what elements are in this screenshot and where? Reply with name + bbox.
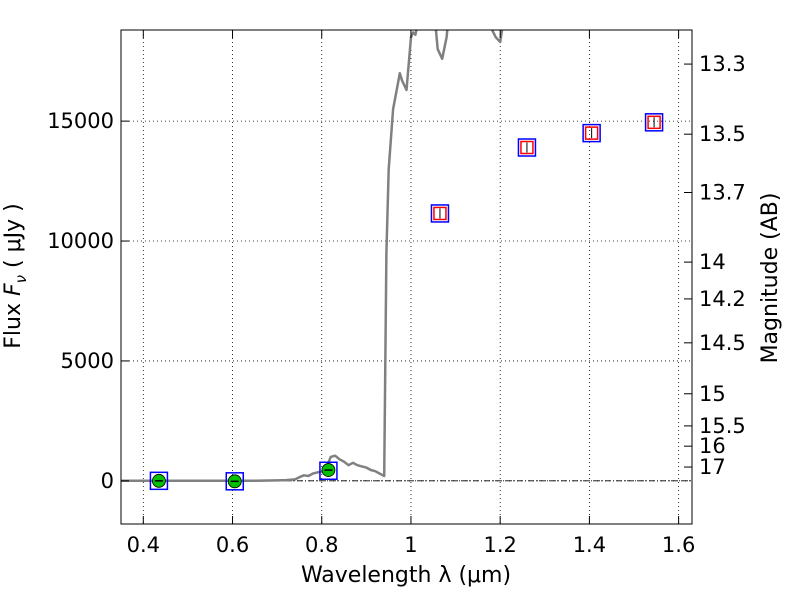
y-tick-label: 0 xyxy=(101,469,114,493)
plot-area xyxy=(121,30,664,491)
model-photometry-marker xyxy=(517,138,537,157)
y-axis-label-suffix: ( μJy ) xyxy=(1,203,26,275)
y2-tick-label: 15.5 xyxy=(699,414,746,438)
observed-photometry-marker xyxy=(433,206,447,221)
plot-frame xyxy=(120,29,693,525)
y-axis-label: Flux Fν ( μJy ) xyxy=(1,203,30,348)
x-axis-label: Wavelength λ (μm) xyxy=(301,563,511,588)
y2-tick-label: 14.5 xyxy=(699,331,746,355)
y2-tick-label: 13.5 xyxy=(699,122,746,146)
x-tick-label: 1.2 xyxy=(483,533,516,557)
model-photometry-marker xyxy=(149,471,169,491)
y-axis-label-subscript: ν xyxy=(12,275,30,283)
x-tick-label: 0.6 xyxy=(216,533,249,557)
y-tick-label: 15000 xyxy=(47,109,114,133)
spectrum-line xyxy=(121,30,504,483)
y2-tick-label: 14 xyxy=(699,250,726,274)
y2-axis-label: Magnitude (AB) xyxy=(758,193,783,364)
x-tick-label: 1.6 xyxy=(662,533,695,557)
model-photometry-marker xyxy=(644,113,664,132)
model-photometry-marker xyxy=(225,472,245,491)
y2-tick-label: 14.2 xyxy=(699,287,746,311)
y-axis-label-symbol: F xyxy=(1,283,26,296)
y2-tick-label: 13.3 xyxy=(699,52,746,76)
y-axis-label-prefix: Flux xyxy=(1,296,26,349)
model-photometry-marker xyxy=(582,123,601,143)
x-tick-label: 0.4 xyxy=(127,533,160,557)
model-photometry-marker xyxy=(319,461,338,481)
x-tick-label: 1.4 xyxy=(573,533,606,557)
y-tick-label: 10000 xyxy=(47,229,114,253)
model-photometry-marker xyxy=(430,204,450,223)
observed-photometry-marker xyxy=(520,140,534,155)
y-tick-label: 5000 xyxy=(61,349,114,373)
observed-photometry-marker xyxy=(647,115,661,130)
observed-photometry-marker xyxy=(584,126,599,140)
y2-tick-label: 17 xyxy=(699,455,726,479)
y2-tick-label: 16 xyxy=(699,434,726,458)
axis-ticks: 0.4 0.6 0.8 1 1.2 1.4 1.6 0 5000 10000 15000 13.3 13… xyxy=(47,30,746,557)
y2-tick-label: 13.7 xyxy=(699,181,746,205)
x-tick-label: 0.8 xyxy=(305,533,338,557)
y2-tick-label: 15 xyxy=(699,382,726,406)
x-tick-label: 1 xyxy=(404,533,417,557)
